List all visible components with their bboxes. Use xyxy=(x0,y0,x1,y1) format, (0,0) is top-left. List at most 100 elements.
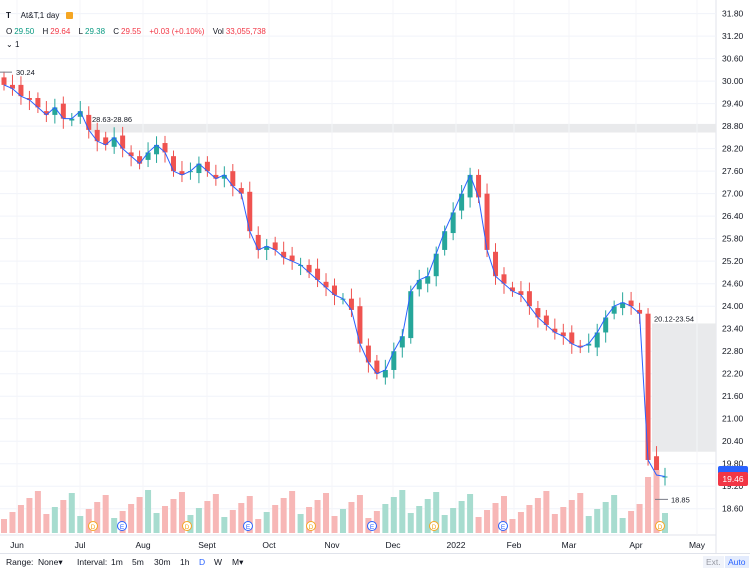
volume-bar xyxy=(170,499,177,533)
volume-bar xyxy=(221,517,228,533)
event-marker-label: D xyxy=(432,524,437,531)
candle-body xyxy=(662,476,668,478)
open-value: 29.50 xyxy=(14,27,35,36)
candle-body xyxy=(272,242,278,250)
volume-bar xyxy=(458,501,465,533)
candle-body xyxy=(52,107,58,115)
interval-30m[interactable]: 30m xyxy=(154,557,171,567)
volume-bar xyxy=(323,493,330,533)
volume-bar xyxy=(331,516,338,533)
price-chart[interactable]: 31.80 31.20 30.60 30.00 29.40 28.80 28.20 27.60… xyxy=(0,0,750,553)
high-value: 29.64 xyxy=(50,27,71,36)
volume-bar xyxy=(178,492,185,533)
candle-body xyxy=(552,328,558,333)
volume-bar xyxy=(212,494,219,533)
volume-bar xyxy=(162,506,169,533)
volume-bar xyxy=(26,498,33,533)
ext-button[interactable]: Ext. xyxy=(703,556,724,568)
volume-bar xyxy=(102,495,109,533)
y-tick-label: 24.60 xyxy=(722,279,744,289)
y-tick-label: 28.20 xyxy=(722,144,744,154)
volume-bar xyxy=(94,502,101,533)
volume-bar xyxy=(238,503,245,533)
volume-bar xyxy=(407,513,414,533)
volume-bar xyxy=(399,490,406,533)
event-marker xyxy=(498,521,508,531)
volume-bar xyxy=(594,509,601,533)
volume-bar xyxy=(526,505,533,533)
volume-bar xyxy=(145,490,152,533)
volume-bar xyxy=(34,491,41,533)
candle-body xyxy=(230,171,236,187)
change-value: +0.03 (+0.10%) xyxy=(149,27,205,36)
interval-w[interactable]: W xyxy=(214,557,223,567)
volume-bar xyxy=(416,506,423,533)
interval-1m[interactable]: 1m xyxy=(111,557,123,567)
candle-body xyxy=(586,343,592,346)
volume-bar xyxy=(467,494,474,533)
volume-bar xyxy=(229,510,236,533)
indicator-row[interactable]: ⌄ 1 xyxy=(6,40,19,49)
interval-5m[interactable]: 5m xyxy=(132,557,144,567)
event-marker xyxy=(367,521,377,531)
symbol-label: T xyxy=(6,11,11,20)
y-tick-label: 24.00 xyxy=(722,301,744,311)
candle-body xyxy=(416,279,422,290)
y-tick-label: 27.00 xyxy=(722,189,744,199)
candle-body xyxy=(306,264,312,273)
volume-bar xyxy=(348,502,355,533)
interval-1h[interactable]: 1h xyxy=(180,557,190,567)
candle-body xyxy=(442,231,448,250)
x-tick-label: Oct xyxy=(262,540,276,550)
range-select[interactable]: None▾ xyxy=(38,557,63,568)
event-marker xyxy=(243,521,253,531)
caret-down-icon: ▾ xyxy=(239,557,244,567)
event-marker-label: E xyxy=(246,524,251,531)
legend-title-row: T At&T,1 day xyxy=(6,11,73,20)
y-tick-label: 31.20 xyxy=(722,31,744,41)
event-marker xyxy=(429,521,439,531)
event-marker xyxy=(88,521,98,531)
volume-bar xyxy=(195,508,202,533)
chevron-down-icon[interactable]: ⌄ xyxy=(6,40,13,49)
volume-bar xyxy=(306,507,313,533)
candle-body xyxy=(9,84,15,89)
candle-body xyxy=(137,156,143,164)
volume-bar xyxy=(484,510,491,533)
candle-body xyxy=(103,137,109,145)
volume-bar xyxy=(85,509,92,533)
event-marker-label: D xyxy=(91,524,96,531)
candle-body xyxy=(391,351,397,370)
candle-body xyxy=(560,332,566,337)
y-tick-label: 20.40 xyxy=(722,436,744,446)
x-tick-label: Nov xyxy=(324,540,340,550)
volume-bar xyxy=(450,508,457,533)
interval-d[interactable]: D xyxy=(199,557,206,567)
candle-body xyxy=(43,111,49,115)
candle-body xyxy=(365,345,371,363)
volume-bar xyxy=(441,515,448,533)
auto-button[interactable]: Auto xyxy=(725,556,749,568)
candle-body xyxy=(645,313,651,460)
interval-m[interactable]: M▾ xyxy=(232,557,243,568)
candle-body xyxy=(535,308,541,318)
volume-bar xyxy=(17,505,24,533)
candle-body xyxy=(501,274,507,284)
volume-bar xyxy=(280,498,287,533)
event-marker xyxy=(655,521,665,531)
x-tick-label: Dec xyxy=(385,540,401,550)
candle-body xyxy=(77,111,83,117)
candle-body xyxy=(374,360,380,374)
volume-bar xyxy=(611,495,618,533)
chart-title: At&T,1 day xyxy=(20,11,60,20)
volume-bar xyxy=(509,519,516,533)
volume-bar xyxy=(433,492,440,533)
y-tick-label: 30.60 xyxy=(722,54,744,64)
high-marker-label: 30.24 xyxy=(16,68,35,77)
volume-bar xyxy=(77,516,84,533)
volume-bar xyxy=(339,509,346,533)
low-marker-label: 18.85 xyxy=(671,495,690,504)
candle-body xyxy=(459,193,465,211)
candle-body xyxy=(238,188,244,194)
low-label: L xyxy=(78,27,83,36)
